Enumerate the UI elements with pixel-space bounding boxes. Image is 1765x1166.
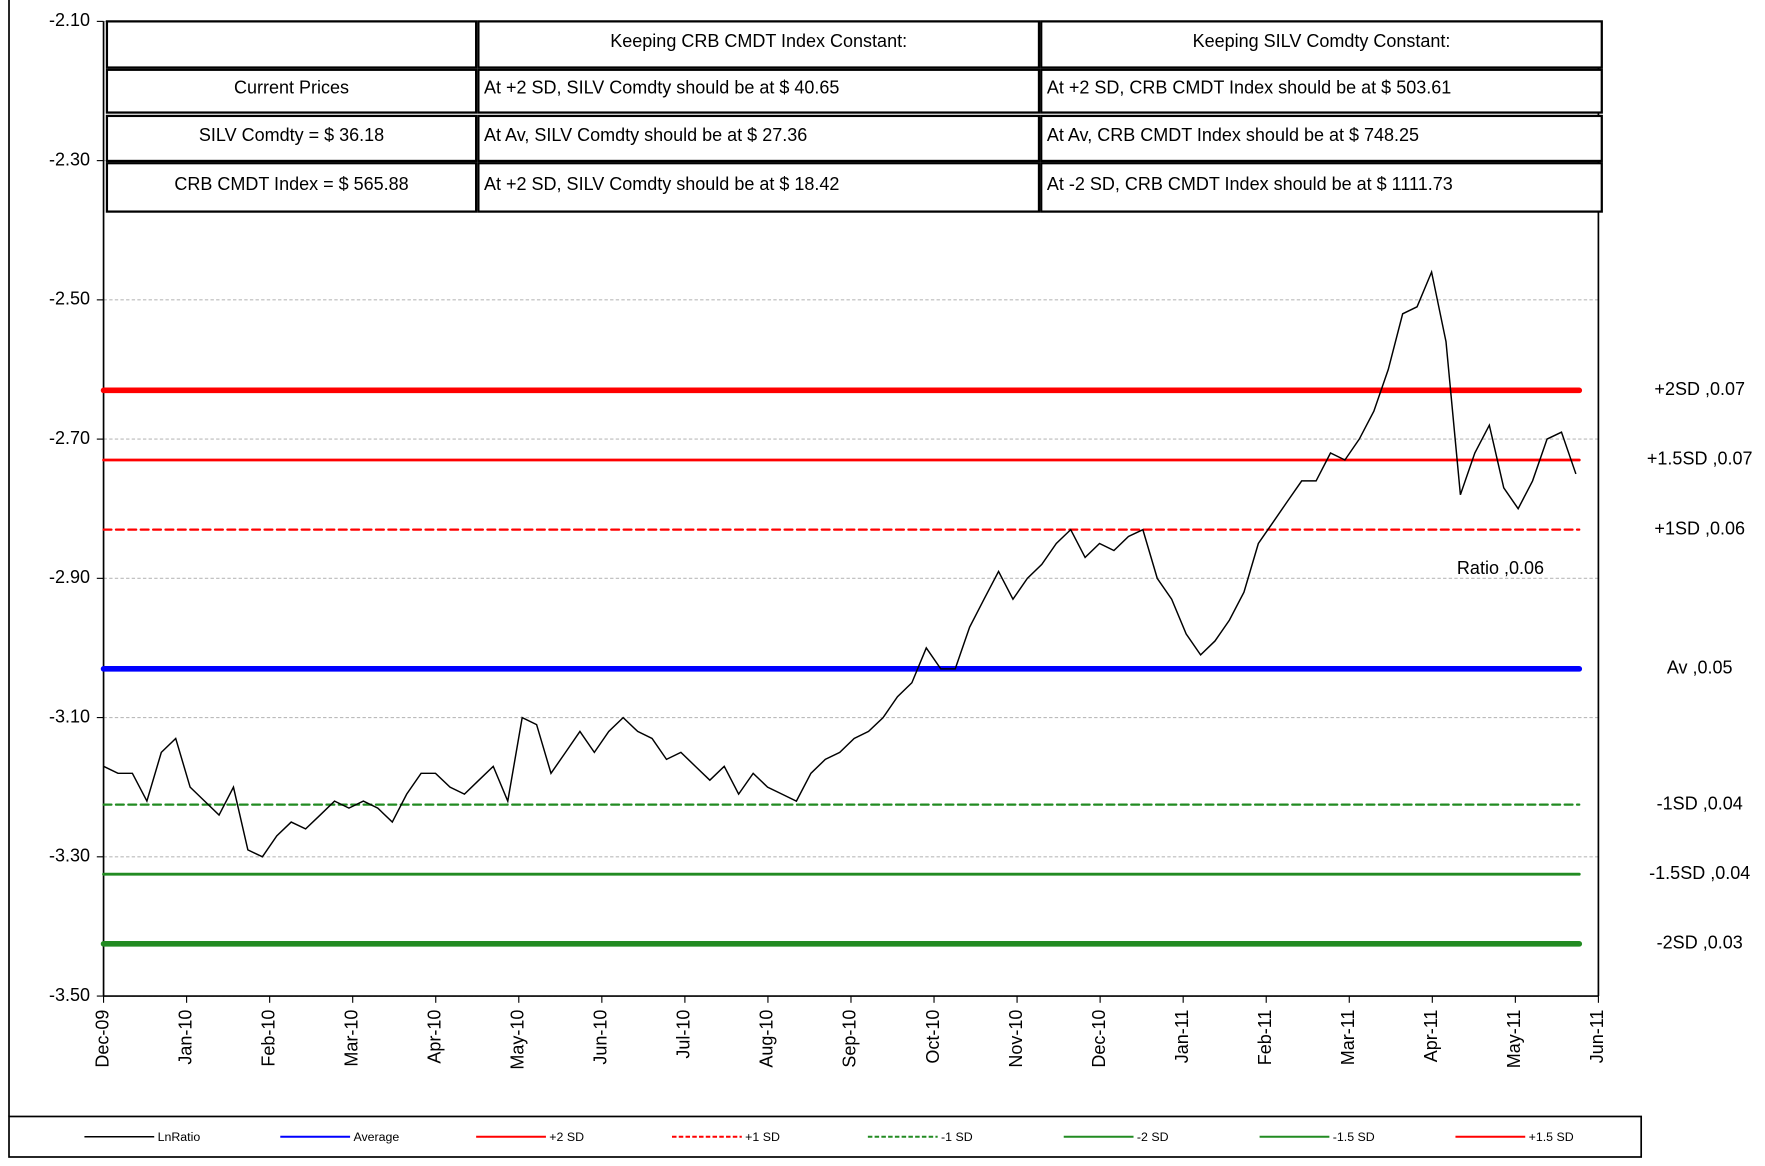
legend-label: +2 SD: [549, 1130, 584, 1144]
reference-label: +1SD ,0.06: [1654, 518, 1745, 538]
x-tick-label: Jul-10: [674, 1010, 694, 1059]
reference-label: -2SD ,0.03: [1657, 933, 1743, 953]
y-tick-label: -2.30: [49, 149, 90, 169]
legend-label: -1.5 SD: [1333, 1130, 1375, 1144]
table-cell: [1040, 162, 1603, 213]
x-tick-label: Nov-10: [1006, 1010, 1026, 1068]
table-text: Keeping CRB CMDT Index Constant:: [610, 31, 907, 51]
table-text: Current Prices: [234, 78, 349, 98]
table-text: At +2 SD, SILV Comdty should be at $ 40.…: [484, 78, 839, 98]
table-cell: [477, 68, 1041, 114]
legend-label: LnRatio: [158, 1130, 201, 1144]
reference-label: +1.5SD ,0.07: [1647, 449, 1753, 469]
series-line: [103, 269, 1577, 858]
x-tick-label: Apr-11: [1421, 1010, 1441, 1063]
table-text: Keeping SILV Comdty Constant:: [1193, 31, 1451, 51]
y-tick-label: -2.50: [49, 289, 90, 309]
table-cell: [105, 114, 478, 163]
reference-label: -1.5SD ,0.04: [1649, 863, 1750, 883]
y-tick-label: -2.90: [49, 567, 90, 587]
y-tick-label: -2.70: [49, 428, 90, 448]
x-tick-label: Dec-10: [1089, 1010, 1109, 1068]
legend-label: +1 SD: [745, 1130, 780, 1144]
x-tick-label: Aug-10: [757, 1010, 777, 1068]
table-cell: [1040, 114, 1603, 163]
x-tick-label: Jun-10: [591, 1010, 611, 1065]
table-cell: [105, 20, 478, 69]
x-tick-label: Mar-10: [341, 1010, 361, 1067]
table-text: CRB CMDT Index = $ 565.88: [174, 174, 408, 194]
legend-label: -2 SD: [1137, 1130, 1169, 1144]
x-tick-label: Jun-11: [1587, 1010, 1607, 1064]
x-tick-label: Apr-10: [424, 1010, 444, 1064]
reference-label: Av ,0.05: [1667, 658, 1733, 678]
y-tick-label: -3.30: [49, 846, 90, 866]
y-tick-label: -3.50: [49, 985, 90, 1005]
legend-label: -1 SD: [941, 1130, 973, 1144]
reference-label: -1SD ,0.04: [1657, 793, 1743, 813]
legend-label: +1.5 SD: [1529, 1130, 1574, 1144]
table-cell: [105, 162, 478, 213]
legend-label: Average: [353, 1130, 399, 1144]
reference-label: +2SD ,0.07: [1654, 379, 1745, 399]
y-tick-label: -2.10: [49, 10, 90, 30]
legend: LnRatio Average +2 SD +1 SD -1 SD -2 SD -1.5 S…: [84, 1130, 1574, 1144]
table-text: At +2 SD, CRB CMDT Index should be at $ …: [1047, 78, 1451, 98]
x-tick-label: Dec-09: [92, 1010, 112, 1068]
table-cell: [477, 114, 1041, 163]
x-tick-label: Sep-10: [840, 1010, 860, 1068]
x-tick-label: Feb-11: [1255, 1010, 1275, 1066]
table-cell: [1040, 20, 1603, 69]
y-tick-label: -3.10: [49, 706, 90, 726]
table-text: At -2 SD, CRB CMDT Index should be at $ …: [1047, 174, 1453, 194]
table-text: At +2 SD, SILV Comdty should be at $ 18.…: [484, 174, 839, 194]
x-tick-label: Jan-10: [175, 1010, 195, 1065]
table-cell: [477, 162, 1041, 213]
x-tick-label: Feb-10: [258, 1010, 278, 1067]
x-tick-label: May-10: [508, 1010, 528, 1070]
table-text: At Av, SILV Comdty should be at $ 27.36: [484, 125, 807, 145]
x-tick-label: Oct-10: [923, 1010, 943, 1064]
x-tick-label: Mar-11: [1338, 1010, 1358, 1066]
series-annotation: Ratio ,0.06: [1457, 558, 1544, 578]
x-tick-label: May-11: [1504, 1010, 1524, 1069]
table-cell: [477, 20, 1041, 69]
table: Keeping CRB CMDT Index Constant: Keeping …: [105, 20, 1603, 213]
table-text: At Av, CRB CMDT Index should be at $ 748…: [1047, 125, 1419, 145]
table-cell: [1040, 68, 1603, 114]
table-text: SILV Comdty = $ 36.18: [199, 125, 384, 145]
plot-area: -2.10 -2.30 -2.50 -2.70 -2.90 -3.10 -3.30 -3.50…: [49, 10, 1752, 1069]
table-cell: [105, 68, 478, 114]
x-tick-label: Jan-11: [1172, 1010, 1192, 1064]
legend-box: [8, 1115, 1643, 1158]
